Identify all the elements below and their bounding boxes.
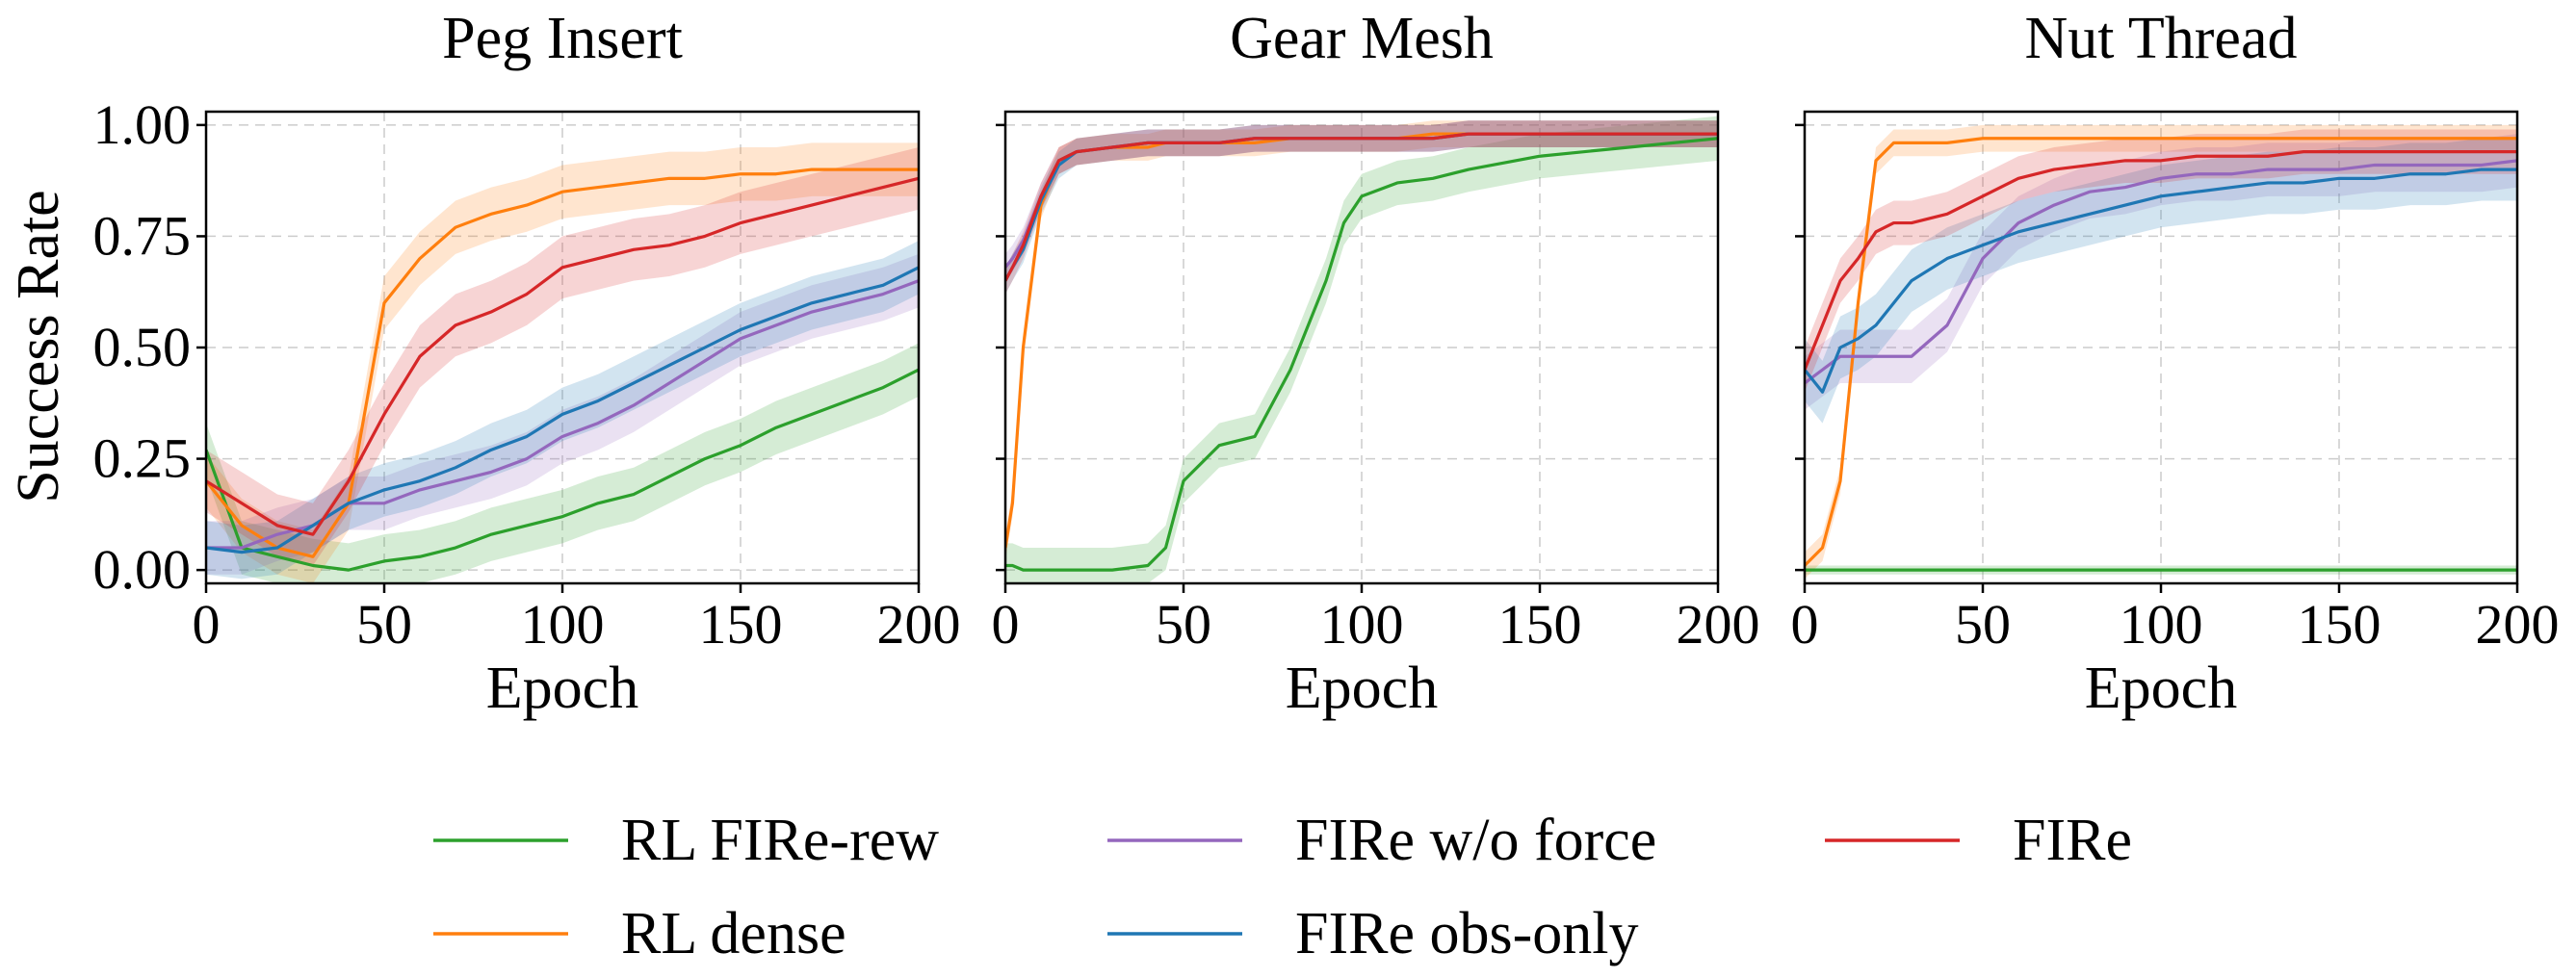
legend-item: FIRe [1825,808,2132,873]
legend-item: RL dense [433,901,846,966]
y-tick-label: 0.50 [93,316,192,378]
subplot-title: Gear Mesh [1230,6,1494,71]
legend-item: RL FIRe-rew [433,808,939,873]
series-line-4 [206,176,919,536]
x-tick-label: 100 [2120,593,2203,656]
x-tick-label: 200 [2476,593,2560,656]
series-line-4 [1005,132,1718,282]
subplot-1: 0 50 100 150 200 Gear Mesh Epoch [992,6,1760,721]
y-tick-label: 0.00 [93,538,192,601]
plot-area [206,142,919,583]
plot-area [1005,116,1718,583]
series-line-4 [1805,150,2517,371]
series-band-4 [1005,120,1718,295]
legend-label: RL dense [621,901,846,966]
subplot-0: 0 50 100 150 200 0.00 0.25 0.50 0.75 1.00 Peg Inse… [93,6,961,721]
series-band-2 [1005,120,1718,281]
legend-label: FIRe [2013,808,2132,873]
series-band-0 [206,343,919,583]
x-tick-label: 50 [356,593,412,656]
series-band-1 [1005,120,1718,561]
series-line-1 [206,167,919,558]
series-band-3 [206,241,919,580]
x-tick-label: 50 [1955,593,2011,656]
y-tick-label: 0.25 [93,427,192,490]
subplot-title: Nut Thread [2025,6,2298,71]
legend-label: FIRe obs-only [1295,901,1639,966]
x-tick-label: 100 [521,593,605,656]
subplot-group: 0 50 100 150 200 0.00 0.25 0.50 0.75 1.00 Peg Inse… [93,6,2560,721]
series-band-1 [206,142,919,583]
x-axis-label: Epoch [2085,656,2237,721]
x-axis-label: Epoch [1286,656,1438,721]
series-band-4 [206,146,919,566]
y-axis-label: Success Rate [6,190,71,502]
series-line-1 [1805,137,2517,567]
legend: RL FIRe-rew RL dense FIRe w/o force FIRe ob… [433,808,2132,966]
x-tick-label: 0 [193,593,221,656]
x-tick-label: 150 [1498,593,1582,656]
x-tick-label: 100 [1320,593,1404,656]
series-band-3 [1805,138,2517,424]
series-line-0 [206,368,919,572]
x-tick-label: 200 [1677,593,1760,656]
series-line-2 [1805,159,2517,385]
x-tick-label: 150 [2298,593,2381,656]
x-tick-label: 200 [877,593,961,656]
subplot-2: 0 50 100 150 200 Nut Thread Epoch [1791,6,2560,721]
legend-label: RL FIRe-rew [621,808,939,873]
y-tick-label: 0.75 [93,204,192,267]
x-tick-label: 50 [1156,593,1211,656]
x-tick-label: 0 [1791,593,1819,656]
series-line-3 [1805,167,2517,394]
legend-item: FIRe obs-only [1107,901,1639,966]
series-line-0 [1005,137,1718,572]
series-band-2 [1805,134,2517,410]
subplot-title: Peg Insert [442,6,683,71]
x-tick-label: 0 [992,593,1020,656]
x-tick-label: 150 [699,593,783,656]
series-band-3 [1005,120,1718,295]
series-band-0 [1005,116,1718,583]
legend-item: FIRe w/o force [1107,808,1656,873]
legend-label: FIRe w/o force [1295,808,1656,873]
x-axis-label: Epoch [486,656,638,721]
plot-area [1805,124,2517,580]
y-tick-label: 1.00 [93,93,192,156]
